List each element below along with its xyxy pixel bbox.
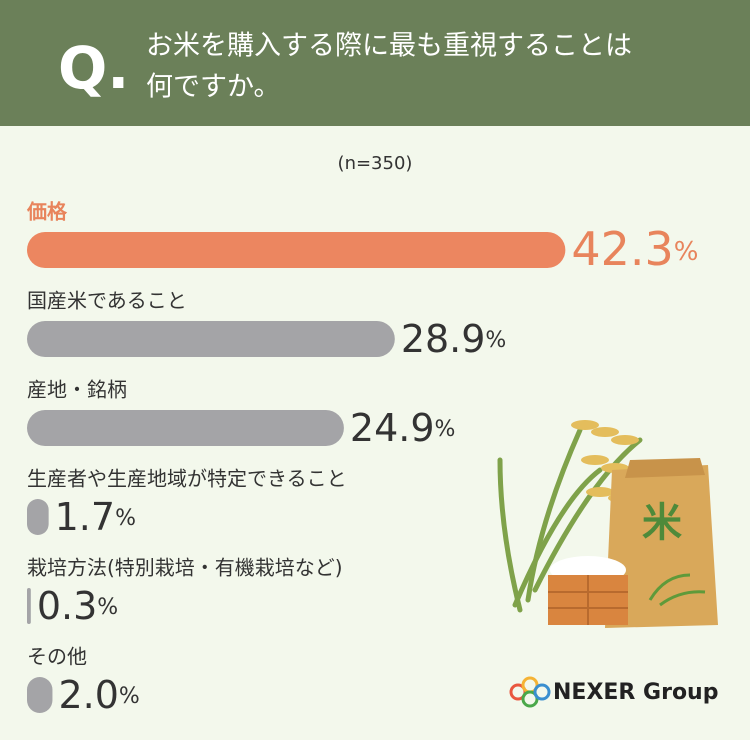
- category-label: 産地・銘柄: [27, 378, 127, 402]
- value-number: 42.3: [571, 222, 673, 276]
- bar: [27, 410, 344, 446]
- value-number: 0.3: [37, 584, 97, 628]
- logo: NEXER Group: [509, 676, 718, 708]
- value-label: 24.9%: [350, 406, 456, 450]
- value-number: 24.9: [350, 406, 435, 450]
- question-line: 何ですか。: [146, 72, 280, 103]
- value-unit: %: [119, 684, 140, 709]
- bar: [27, 677, 53, 713]
- logo-text: NEXER Group: [553, 680, 718, 705]
- category-label: 国産米であること: [27, 289, 187, 313]
- value-number: 28.9: [401, 317, 486, 361]
- category-label: 価格: [26, 200, 68, 224]
- header-band: [0, 0, 750, 126]
- category-label: その他: [27, 645, 87, 669]
- bar: [27, 321, 395, 357]
- rice-illustration: 米: [497, 420, 718, 628]
- category-label: 生産者や生産地域が特定できること: [27, 467, 347, 491]
- value-label: 28.9%: [401, 317, 507, 361]
- bar: [27, 588, 31, 624]
- value-label: 2.0%: [58, 673, 139, 717]
- value-label: 42.3%: [571, 222, 698, 276]
- bar: [27, 232, 566, 268]
- value-unit: %: [97, 595, 118, 620]
- value-unit: %: [435, 417, 456, 442]
- svg-text:米: 米: [642, 500, 682, 546]
- value-number: 1.7: [55, 495, 115, 539]
- sample-note: (n=350): [338, 153, 413, 174]
- value-number: 2.0: [58, 673, 118, 717]
- value-unit: %: [674, 237, 699, 267]
- value-label: 1.7%: [55, 495, 136, 539]
- value-unit: %: [485, 328, 506, 353]
- value-label: 0.3%: [37, 584, 118, 628]
- bar: [27, 499, 49, 535]
- question-line: お米を購入する際に最も重視することは: [146, 31, 632, 62]
- category-label: 栽培方法(特別栽培・有機栽培など): [27, 556, 343, 580]
- value-unit: %: [115, 506, 136, 531]
- q-mark: Q.: [58, 34, 129, 102]
